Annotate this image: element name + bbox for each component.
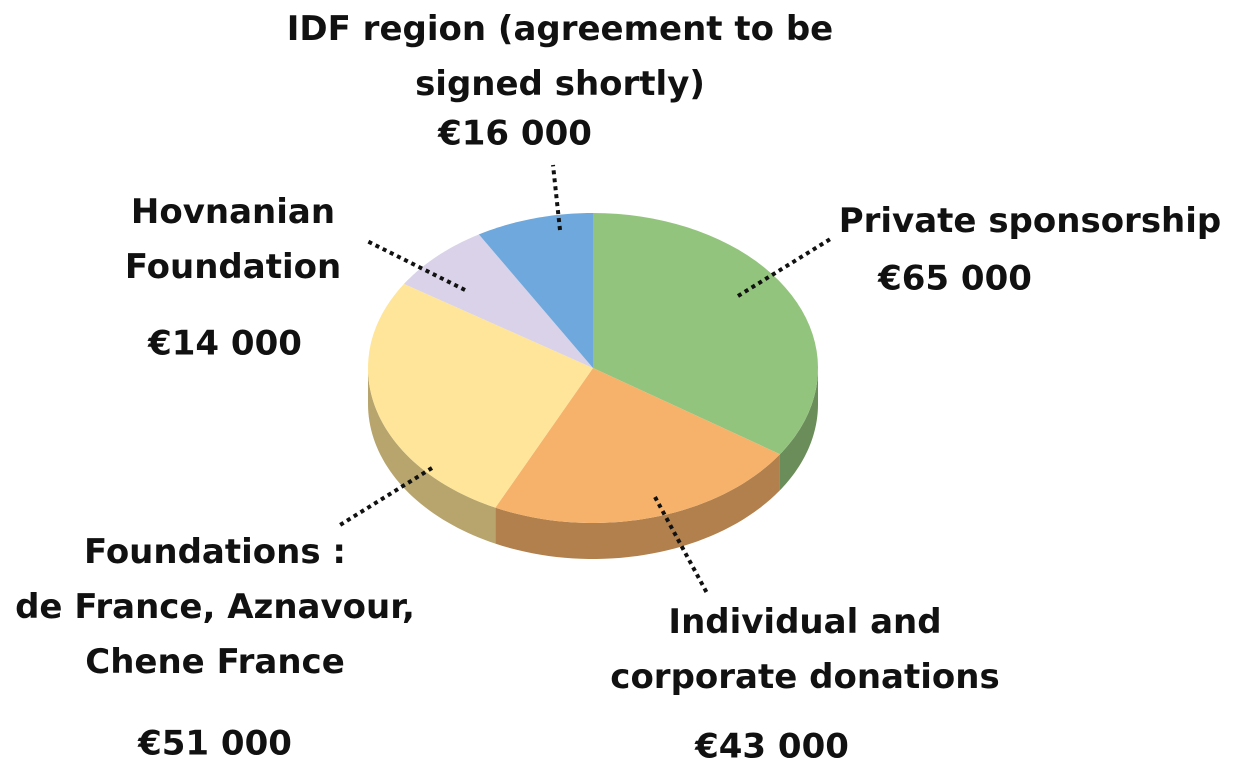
leader-line xyxy=(364,238,466,292)
label-line: Individual and xyxy=(668,602,941,642)
value-label: €16 000 xyxy=(437,114,592,154)
value-label: €14 000 xyxy=(147,324,302,364)
value-label: €43 000 xyxy=(694,727,849,767)
slice xyxy=(403,234,593,368)
pie xyxy=(368,213,818,559)
slice-label: Hovnanian Foundation xyxy=(125,192,341,287)
slice xyxy=(478,213,593,368)
slice-side xyxy=(368,368,496,544)
slice xyxy=(495,368,780,523)
slice-side xyxy=(779,368,818,491)
label-line: Hovnanian xyxy=(131,192,335,232)
slice-label: Private sponsorship xyxy=(839,201,1222,241)
label-line: signed shortly) xyxy=(415,64,705,104)
label-line: Foundation xyxy=(125,247,341,287)
value-label: €51 000 xyxy=(137,724,292,764)
label-line: Foundations : xyxy=(84,532,346,572)
value-label: €65 000 xyxy=(877,259,1032,299)
slice-label: Individual and corporate donations xyxy=(610,602,999,697)
slice-label: IDF region (agreement to be signed shortl… xyxy=(287,9,834,104)
label-line: Private sponsorship xyxy=(839,201,1222,241)
label-line: corporate donations xyxy=(610,657,999,697)
leader-line xyxy=(736,236,834,298)
leader-line xyxy=(338,466,434,527)
leader-line xyxy=(551,164,562,231)
label-line: de France, Aznavour, xyxy=(15,587,415,627)
slice xyxy=(368,283,593,508)
label-line: Chene France xyxy=(85,642,345,682)
slice-label: Foundations : de France, Aznavour, Chene F… xyxy=(15,532,415,682)
label-line: IDF region (agreement to be xyxy=(287,9,834,49)
leader-line xyxy=(653,496,710,596)
slice xyxy=(593,213,818,455)
slice-side xyxy=(495,454,780,559)
